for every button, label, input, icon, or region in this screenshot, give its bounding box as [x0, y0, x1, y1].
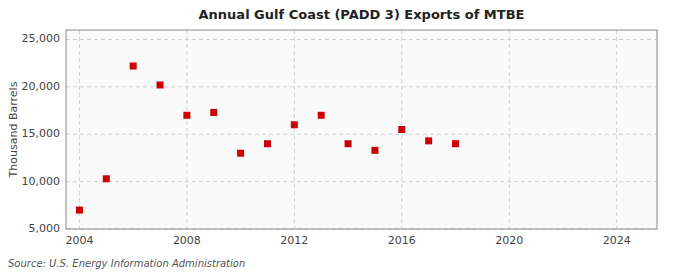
y-grid-line	[66, 39, 657, 40]
point	[76, 207, 83, 214]
point	[318, 112, 325, 119]
plot-frame	[66, 30, 657, 229]
grid	[66, 30, 657, 229]
point	[210, 109, 217, 116]
y-tick-label: 25,000	[22, 32, 61, 45]
y-axis-label: Thousand Barrels	[7, 81, 20, 178]
point	[237, 150, 244, 157]
x-tick-label: 2016	[388, 234, 416, 247]
x-grid-line	[509, 30, 510, 229]
y-tick-label: 5,000	[29, 222, 61, 235]
point	[157, 81, 164, 88]
x-tick-label: 2024	[603, 234, 631, 247]
x-tick-label: 2008	[173, 234, 201, 247]
plot-background	[66, 30, 657, 229]
x-tick-label: 2020	[495, 234, 523, 247]
x-grid-line	[79, 30, 80, 229]
source-note: Source: U.S. Energy Information Administ…	[8, 258, 245, 269]
point	[345, 140, 352, 147]
point	[371, 147, 378, 154]
point	[425, 137, 432, 144]
point	[183, 112, 190, 119]
x-tick-label: 2004	[65, 234, 93, 247]
y-tick-label: 15,000	[22, 127, 61, 140]
x-tick-label: 2012	[280, 234, 308, 247]
y-tick-label: 10,000	[22, 175, 61, 188]
chart-container: 5,000 10,000 15,000 20,000 25,000 2004 2008 201…	[0, 0, 675, 275]
x-grid-line	[294, 30, 295, 229]
y-grid-line	[66, 134, 657, 135]
point	[291, 121, 298, 128]
y-grid-line	[66, 86, 657, 87]
title: Annual Gulf Coast (PADD 3) Exports of MT…	[199, 7, 525, 22]
point	[452, 140, 459, 147]
point	[103, 175, 110, 182]
points	[76, 63, 459, 214]
chart-svg: 5,000 10,000 15,000 20,000 25,000 2004 2008 201…	[0, 0, 675, 275]
y-tick-label: 20,000	[22, 80, 61, 93]
point	[264, 140, 271, 147]
x-grid-line	[616, 30, 617, 229]
y-grid-line	[66, 181, 657, 182]
point	[398, 126, 405, 133]
point	[130, 63, 137, 70]
x-grid-line	[186, 30, 187, 229]
tick-labels: 5,000 10,000 15,000 20,000 25,000 2004 2008 201…	[22, 32, 631, 247]
